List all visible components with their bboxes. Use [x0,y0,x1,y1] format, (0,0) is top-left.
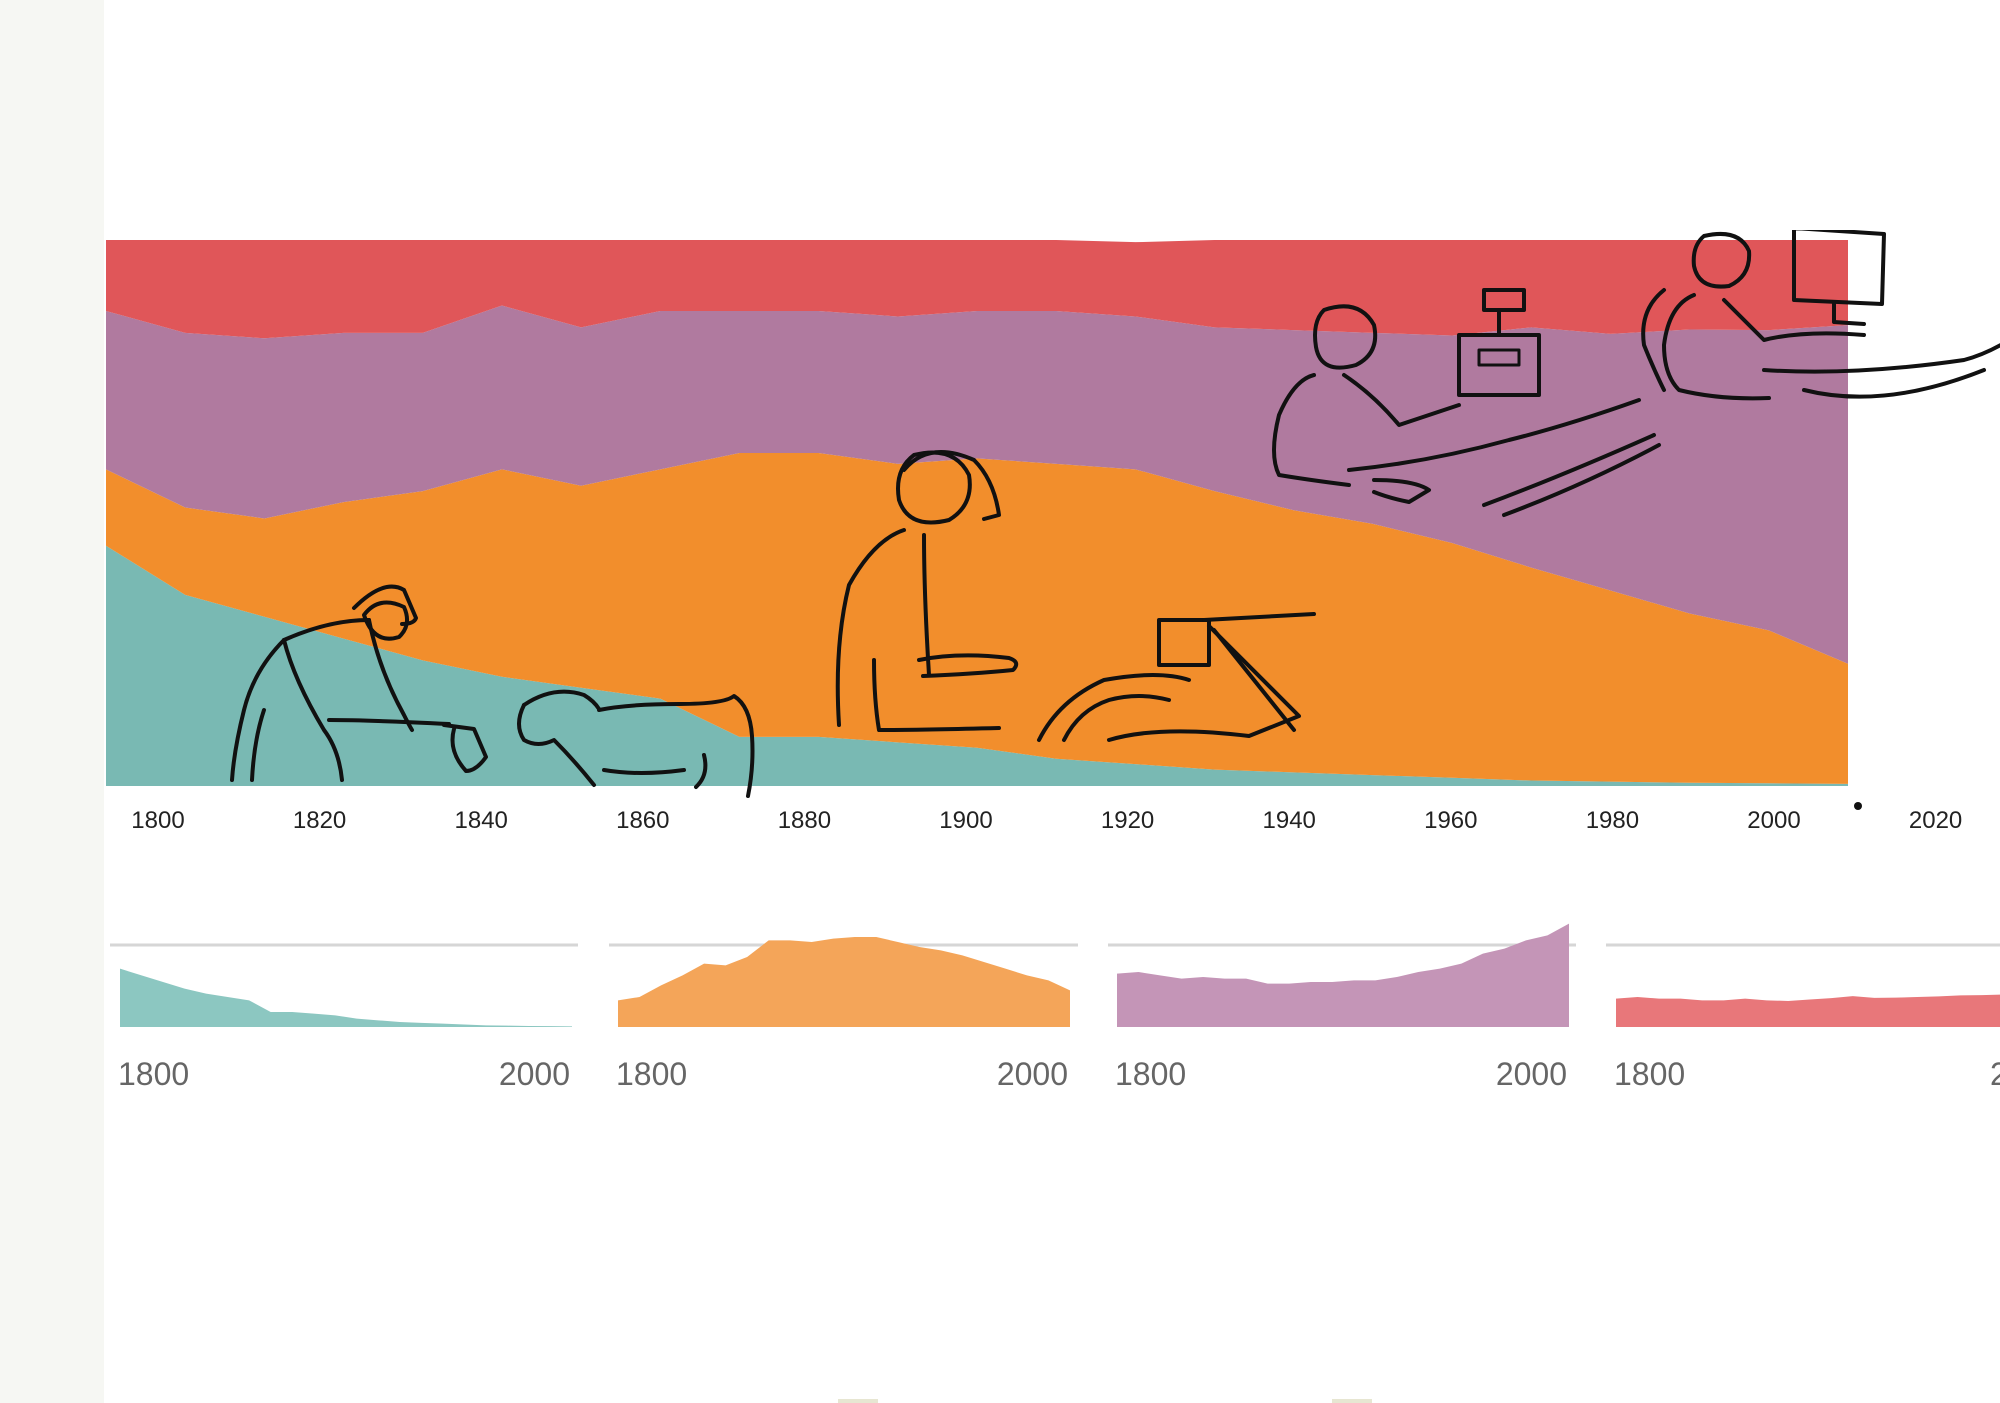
x-tick-label: 1940 [1263,807,1316,834]
x-tick-label: 1820 [293,807,346,834]
mini-area [1117,923,1569,1027]
mini-end-label: 2000 [499,1056,570,1092]
area-layer-bottom [106,545,1848,786]
mini-end-label: 2000 [1496,1056,1567,1092]
x-tick-label: 1860 [616,807,669,834]
mini-start-label: 1800 [1614,1056,1685,1092]
bottom-mark-right [1332,1399,1372,1403]
mini-end-label: 2 [1990,1056,2000,1092]
mini-start-label: 1800 [1115,1056,1186,1092]
small-multiples: 1800 2000 1800 2000 1800 2000 1800 2 [104,920,2000,1120]
main-area-layers [106,240,1848,786]
x-tick-label: 1900 [939,807,992,834]
x-tick-label: 1800 [131,807,184,834]
mini-chart-4: 1800 2 [1606,943,2000,1092]
cow-illustration [517,689,755,798]
mini-area [1616,994,2000,1027]
left-margin-strip [0,0,104,1403]
stray-dot [1854,802,1862,810]
x-tick-label: 1920 [1101,807,1154,834]
mini-chart-1: 1800 2000 [110,943,578,1092]
mini-area [120,968,572,1027]
farmer-illustration [230,584,488,782]
x-tick-label: 1980 [1586,807,1639,834]
area-layer-third [106,305,1848,664]
x-tick-label: 2000 [1747,807,1800,834]
mini-chart-2: 1800 2000 [609,937,1078,1092]
x-tick-label: 2020 [1909,807,1962,834]
x-tick-label: 1960 [1424,807,1477,834]
stacked-area-chart: 1800 1820 1840 1860 1880 1900 1920 1940 1960 1980… [104,230,2000,840]
factory-worker-illustration [835,450,1316,742]
mini-chart-3: 1800 2000 [1108,923,1576,1092]
office-worker-illustration [1272,288,1661,517]
mini-start-label: 1800 [616,1056,687,1092]
area-layer-top [106,240,1848,339]
bottom-mark-left [838,1399,878,1403]
x-tick-label: 1880 [778,807,831,834]
area-layer-second [106,452,1848,784]
mini-end-label: 2000 [997,1056,1068,1092]
mini-area [618,937,1070,1027]
mini-start-label: 1800 [118,1056,189,1092]
x-tick-label: 1840 [455,807,508,834]
x-axis-ticks: 1800 1820 1840 1860 1880 1900 1920 1940 1960 1980… [131,807,1962,834]
